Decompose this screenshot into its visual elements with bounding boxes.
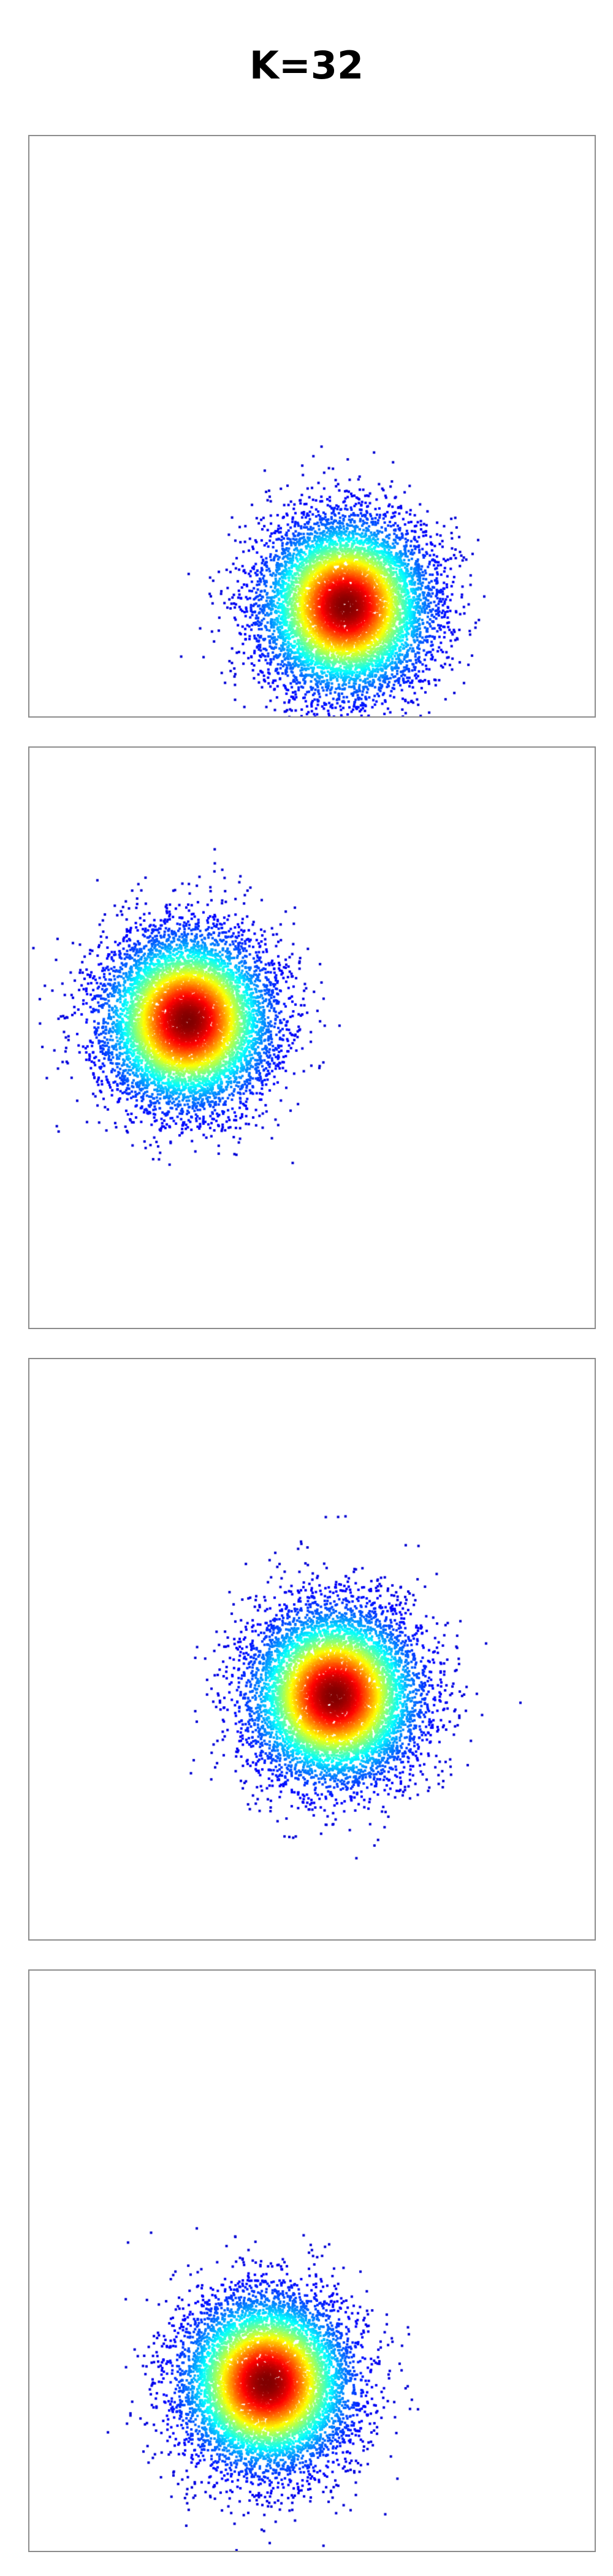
density-scatter-2 — [29, 748, 595, 1328]
scatter-panel-3 — [28, 1358, 596, 1941]
figure-title: K=32 — [249, 43, 364, 88]
density-scatter-4 — [29, 1971, 595, 2551]
density-scatter-1 — [29, 136, 595, 716]
scatter-panel-2 — [28, 746, 596, 1329]
density-scatter-3 — [29, 1359, 595, 1939]
scatter-panel-4 — [28, 1969, 596, 2552]
scatter-panel-1 — [28, 135, 596, 718]
